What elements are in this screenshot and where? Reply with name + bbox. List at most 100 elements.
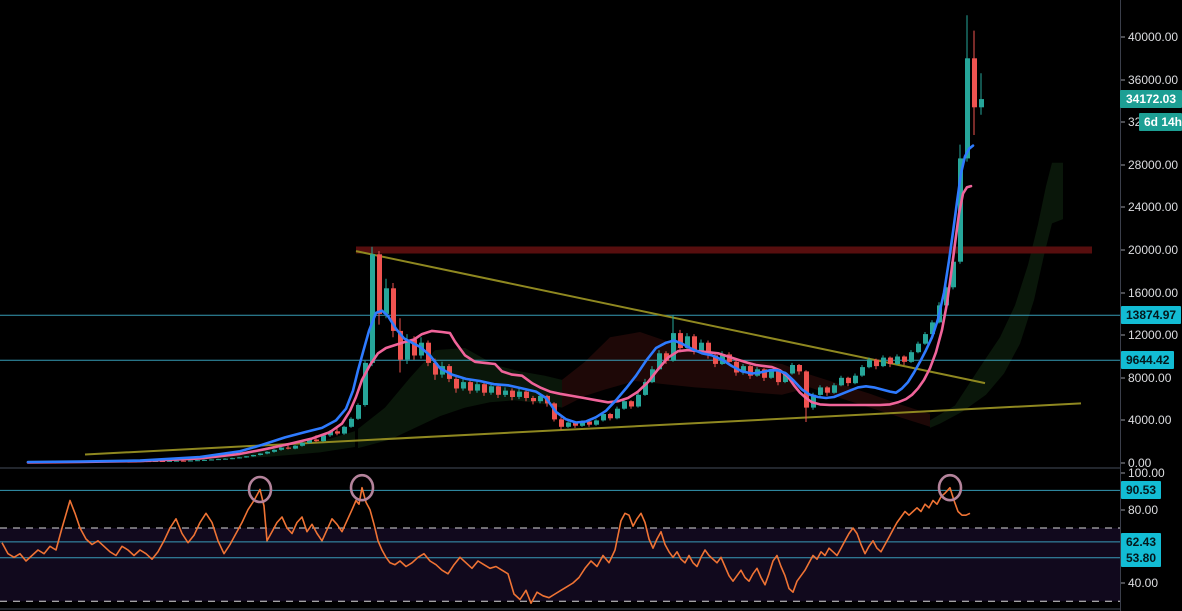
candle-body xyxy=(202,459,207,461)
axis-tick-mark xyxy=(1121,121,1125,123)
candle-body xyxy=(230,458,235,460)
price-tick-label: 36000.00 xyxy=(1128,72,1179,87)
axis-tick-mark xyxy=(1121,509,1125,511)
candle-body xyxy=(601,414,606,421)
candle-body xyxy=(853,375,858,384)
candle-body xyxy=(573,422,578,426)
candle-body xyxy=(846,377,851,384)
candle-body xyxy=(244,456,249,458)
candle-body xyxy=(888,357,893,364)
price-tick-label: 0.00 xyxy=(1128,456,1152,470)
candle-body xyxy=(762,369,767,378)
candle-body xyxy=(839,377,844,386)
candle-body xyxy=(657,353,662,370)
candle-body xyxy=(286,447,291,449)
candle-body xyxy=(944,287,949,306)
candle-body xyxy=(335,431,340,434)
price-tick-label: 40.00 xyxy=(1128,576,1159,590)
candle-body xyxy=(643,382,648,395)
candle-body xyxy=(566,422,571,427)
candle-body xyxy=(293,445,298,449)
axis-tick-mark xyxy=(1121,419,1125,421)
level-price-badge: 53.80 xyxy=(1121,548,1162,567)
candle-body xyxy=(517,391,522,397)
candle-body xyxy=(503,390,508,395)
price-tick-label: 20000.00 xyxy=(1128,243,1179,257)
candle-body xyxy=(258,453,263,455)
axis-tick-mark xyxy=(1121,582,1125,584)
candle-body xyxy=(895,356,900,364)
candle-body xyxy=(671,333,676,361)
candle-body xyxy=(902,356,907,362)
axis-tick-mark xyxy=(1121,164,1125,166)
candle-body xyxy=(909,352,914,362)
candle-body xyxy=(580,421,585,426)
candle-body xyxy=(692,336,697,352)
candle-body xyxy=(916,343,921,353)
axis-tick-mark xyxy=(1121,334,1125,336)
candle-countdown-badge: 6d 14h xyxy=(1139,113,1182,132)
candle-body xyxy=(699,342,704,352)
candle-body xyxy=(356,405,361,419)
candle-body xyxy=(363,362,368,405)
candle-body xyxy=(398,330,403,360)
axis-tick-mark xyxy=(1121,206,1125,208)
candle-body xyxy=(622,401,627,409)
price-tick-label: 40000.00 xyxy=(1128,30,1179,44)
candle-body xyxy=(167,460,172,462)
price-tick-label: 4000.00 xyxy=(1128,413,1172,428)
candle-body xyxy=(979,99,984,108)
level-price-badge: 90.53 xyxy=(1121,481,1162,500)
candle-body xyxy=(174,460,179,462)
candle-body xyxy=(615,408,620,419)
candle-body xyxy=(587,421,592,425)
rsi-peak-circle xyxy=(247,475,273,504)
candle-body xyxy=(454,378,459,389)
candle-body xyxy=(706,342,711,356)
candle-body xyxy=(272,449,277,452)
axis-tick-mark xyxy=(1121,472,1125,474)
candle-body xyxy=(265,451,270,454)
candle-body xyxy=(349,418,354,427)
candle-body xyxy=(804,371,809,408)
level-price-badge: 13874.97 xyxy=(1121,306,1182,325)
candle-body xyxy=(678,333,683,348)
candle-body xyxy=(405,339,410,360)
ichimoku-cloud xyxy=(562,332,782,408)
price-tick-label: 8000.00 xyxy=(1128,370,1172,385)
candle-body xyxy=(524,391,529,398)
candle-body xyxy=(790,365,795,374)
candle-body xyxy=(748,366,753,376)
candle-body xyxy=(930,322,935,335)
candle-body xyxy=(860,367,865,376)
price-tick-label: 12000.00 xyxy=(1128,328,1179,343)
candle-body xyxy=(314,439,319,442)
candle-body xyxy=(321,435,326,442)
candle-body xyxy=(475,384,480,391)
axis-tick-mark xyxy=(1121,292,1125,294)
candle-body xyxy=(384,288,389,314)
candle-body xyxy=(825,387,830,393)
candle-body xyxy=(818,387,823,395)
candle-body xyxy=(531,398,536,402)
candle-body xyxy=(811,394,816,408)
price-tick-label: 16000.00 xyxy=(1128,285,1179,300)
candle-body xyxy=(468,382,473,391)
candle-body xyxy=(951,261,956,288)
axis-tick-mark xyxy=(1121,36,1125,38)
candle-body xyxy=(965,58,970,159)
candle-body xyxy=(972,58,977,108)
candle-body xyxy=(923,334,928,344)
candle-body xyxy=(867,359,872,368)
candle-body xyxy=(713,355,718,364)
candle-body xyxy=(223,458,228,460)
price-tick-label: 100.00 xyxy=(1128,466,1165,480)
candle-body xyxy=(608,414,613,419)
candle-body xyxy=(307,439,312,443)
candle-body xyxy=(629,401,634,407)
resistance-band xyxy=(356,246,1092,254)
trendline xyxy=(355,250,986,385)
price-tick-label: 24000.00 xyxy=(1128,200,1179,215)
last-price-badge: 34172.03 xyxy=(1120,90,1182,109)
